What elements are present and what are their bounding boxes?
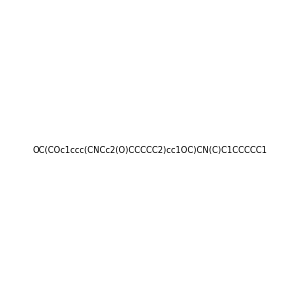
Text: OC(COc1ccc(CNCc2(O)CCCCC2)cc1OC)CN(C)C1CCCCC1: OC(COc1ccc(CNCc2(O)CCCCC2)cc1OC)CN(C)C1C… [33, 146, 267, 154]
